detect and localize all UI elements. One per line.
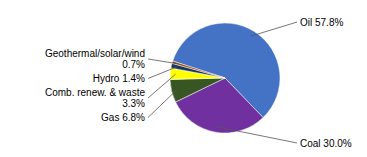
svg-text:Hydro 1.4%: Hydro 1.4% xyxy=(93,73,145,84)
svg-text:Gas 6.8%: Gas 6.8% xyxy=(101,112,145,123)
svg-text:Oil 57.8%: Oil 57.8% xyxy=(300,17,343,28)
svg-text:Comb. renew. & waste3.3%: Comb. renew. & waste3.3% xyxy=(45,87,145,109)
svg-text:Coal 30.0%: Coal 30.0% xyxy=(300,137,352,148)
svg-text:Geothermal/solar/wind0.7%: Geothermal/solar/wind0.7% xyxy=(45,48,145,70)
